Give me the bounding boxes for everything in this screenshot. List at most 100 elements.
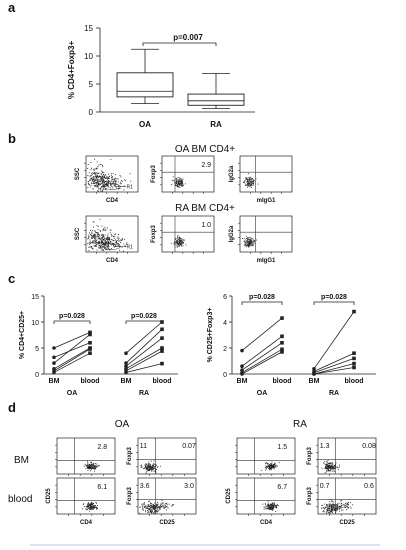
event-dot xyxy=(154,469,156,471)
event-dot xyxy=(114,180,116,182)
event-dot xyxy=(89,232,90,234)
event-dot xyxy=(96,179,98,180)
event-dot xyxy=(327,509,329,511)
event-dot xyxy=(94,244,96,246)
event-dot xyxy=(148,467,150,469)
event-dot xyxy=(331,508,333,509)
event-dot xyxy=(151,469,153,471)
event-dot xyxy=(329,499,331,500)
paired-sample xyxy=(52,332,92,365)
event-dot xyxy=(153,510,155,512)
event-dot xyxy=(102,185,104,187)
event-dot xyxy=(154,502,156,504)
event-dot xyxy=(254,241,255,242)
event-dot xyxy=(272,465,274,466)
event-dot xyxy=(114,178,116,179)
event-dot xyxy=(94,242,96,244)
event-dot xyxy=(243,240,245,242)
event-dot xyxy=(248,238,249,240)
a-ytick: 0 xyxy=(89,108,94,117)
event-dot xyxy=(112,242,114,244)
event-dot xyxy=(96,236,98,238)
event-dot xyxy=(329,504,331,506)
event-dot xyxy=(146,467,148,469)
event-dot xyxy=(162,507,164,509)
event-dot xyxy=(94,172,96,174)
event-dot xyxy=(149,466,151,468)
event-dot xyxy=(268,465,270,467)
event-dot xyxy=(250,238,252,240)
event-dot xyxy=(98,234,99,235)
event-dot xyxy=(115,244,117,246)
event-dot xyxy=(326,461,327,463)
event-dot xyxy=(116,240,118,241)
event-dot xyxy=(108,239,109,240)
event-dot xyxy=(89,467,91,468)
event-dot xyxy=(113,178,115,180)
event-dot xyxy=(272,466,274,468)
event-dot xyxy=(176,241,178,243)
event-dot xyxy=(97,180,99,182)
event-dot xyxy=(181,240,182,241)
event-dot xyxy=(91,167,92,169)
event-dot xyxy=(273,504,275,505)
event-dot xyxy=(144,506,145,508)
event-dot xyxy=(101,249,103,251)
event-dot xyxy=(96,243,97,245)
paired-sample xyxy=(312,365,356,376)
event-dot xyxy=(107,235,109,237)
p-value: p=0.028 xyxy=(321,294,347,301)
event-dot xyxy=(120,183,122,185)
y-axis-label: Foxp3 xyxy=(151,165,157,183)
event-dot xyxy=(242,238,243,239)
event-dot xyxy=(86,465,88,467)
event-dot xyxy=(93,170,95,171)
event-dot xyxy=(95,180,96,181)
event-dot xyxy=(147,504,149,506)
event-dot xyxy=(110,248,112,249)
event-dot xyxy=(145,506,147,508)
event-dot xyxy=(103,250,105,251)
event-dot xyxy=(268,468,270,469)
event-dot xyxy=(103,243,105,245)
event-dot xyxy=(247,244,248,246)
event-dot xyxy=(93,240,95,242)
paired-sample xyxy=(240,316,284,353)
event-dot xyxy=(324,503,326,505)
event-dot xyxy=(93,506,95,508)
event-dot xyxy=(161,502,163,504)
event-dot xyxy=(267,463,269,464)
event-dot xyxy=(152,506,154,508)
event-dot xyxy=(111,180,113,182)
event-dot xyxy=(328,512,330,513)
events xyxy=(260,461,280,471)
event-dot xyxy=(253,240,255,242)
event-dot xyxy=(97,177,99,179)
event-dot xyxy=(185,244,187,246)
event-dot xyxy=(247,173,249,175)
d-group-ra: RA xyxy=(293,419,307,430)
event-dot xyxy=(179,240,181,241)
event-dot xyxy=(183,242,184,244)
event-dot xyxy=(151,505,152,507)
event-dot xyxy=(332,464,334,466)
event-dot xyxy=(181,182,183,184)
event-dot xyxy=(329,465,331,466)
event-dot xyxy=(87,183,89,184)
event-dot xyxy=(332,505,334,507)
contour xyxy=(246,239,253,245)
event-dot xyxy=(332,512,333,514)
event-dot xyxy=(94,236,96,238)
point-blood xyxy=(280,347,284,352)
point-bm xyxy=(240,364,244,369)
event-dot xyxy=(144,467,146,469)
pair-line xyxy=(241,317,283,351)
paired-sample xyxy=(52,341,92,360)
event-dot xyxy=(327,506,329,508)
event-dot xyxy=(107,184,109,186)
event-dot xyxy=(114,185,116,187)
event-dot xyxy=(328,510,330,512)
event-dot xyxy=(267,506,269,508)
event-dot xyxy=(100,175,102,177)
